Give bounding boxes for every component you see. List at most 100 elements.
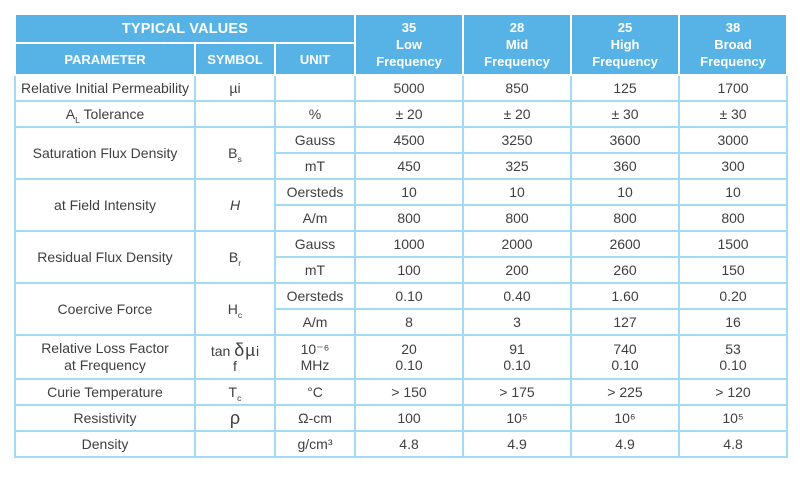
value-cell: ± 30 [678, 100, 789, 129]
value-cell: 3250 [462, 126, 573, 155]
value-cell: > 175 [462, 378, 573, 407]
value-cell: ± 30 [570, 100, 681, 129]
table-row: Density g/cm³ 4.8 4.9 4.9 4.8 [14, 430, 789, 459]
value-cell: 325 [462, 152, 573, 181]
value-cell: 1500 [678, 230, 789, 259]
material-grade: 35 [401, 20, 417, 35]
value-cell: 20 0.10 [354, 334, 465, 381]
value-cell: 10⁶ [570, 404, 681, 433]
unit-cell: mT [273, 256, 357, 285]
material-range: Broad [714, 37, 752, 53]
value-cell: 4.8 [678, 430, 789, 459]
value-cell: 10⁵ [462, 404, 573, 433]
param-cell: Curie Temperature [14, 378, 196, 407]
value-cell: 10 [570, 178, 681, 207]
param-cell: Relative Loss Factor at Frequency [14, 334, 196, 381]
material-range: Low [396, 37, 423, 53]
value-cell: 200 [462, 256, 573, 285]
material-header-35: 35 Low Frequency [354, 12, 465, 77]
material-grade: 38 [725, 20, 741, 35]
symbol-cell: ρ [194, 404, 276, 433]
param-cell: Coercive Force [14, 282, 196, 337]
value-cell: 150 [678, 256, 789, 285]
table-row: mT 450 325 360 300 [15, 152, 789, 181]
value-cell: 10 [354, 178, 465, 207]
unit-cell: Gauss [273, 126, 357, 155]
value-cell: 800 [570, 204, 681, 233]
symbol-cell: H [194, 178, 276, 233]
unit-cell [273, 74, 357, 103]
value-cell: 800 [678, 204, 789, 233]
material-word: Frequency [592, 54, 658, 70]
param-cell: at Field Intensity [14, 178, 196, 233]
symbol-cell: Hc [194, 282, 276, 337]
value-cell: 5000 [354, 74, 465, 103]
unit-cell: 10⁻⁶ MHz [273, 334, 357, 381]
param-cell: AL Tolerance [14, 100, 196, 129]
material-word: Frequency [484, 54, 550, 70]
table-row: Resistivity ρ Ω-cm 100 10⁵ 10⁶ 10⁵ [14, 404, 789, 433]
value-cell: 300 [678, 152, 789, 181]
material-range: Mid [505, 37, 529, 53]
value-cell: ± 20 [354, 100, 465, 129]
value-cell: 800 [462, 204, 573, 233]
unit-cell: % [273, 100, 357, 129]
value-cell: 2600 [570, 230, 681, 259]
material-word: Frequency [700, 54, 766, 70]
unit-cell: Oersteds [273, 178, 357, 207]
value-cell: 1700 [678, 74, 789, 103]
value-cell: 1000 [354, 230, 465, 259]
table-row: mT 100 200 260 150 [15, 256, 789, 285]
table-row: Relative Loss Factor at Frequency tan δµ… [14, 334, 789, 381]
material-header-25: 25 High Frequency [570, 12, 681, 77]
value-cell: 850 [462, 74, 573, 103]
material-word: Frequency [376, 54, 442, 70]
material-grade: 25 [617, 20, 633, 35]
value-cell: > 225 [570, 378, 681, 407]
value-cell: 260 [570, 256, 681, 285]
param-cell: Relative Initial Permeability [14, 74, 196, 103]
col-header-symbol: SYMBOL [194, 42, 276, 77]
symbol-cell: Bs [194, 126, 276, 181]
unit-cell: Gauss [273, 230, 357, 259]
table-row: Curie Temperature Tc °C > 150 > 175 > 22… [14, 378, 789, 407]
unit-cell: g/cm³ [273, 430, 357, 459]
value-cell: > 120 [678, 378, 789, 407]
value-cell: 0.20 [678, 282, 789, 311]
material-grade: 28 [509, 20, 525, 35]
param-cell: Saturation Flux Density [14, 126, 196, 181]
col-header-parameter: PARAMETER [14, 42, 196, 77]
value-cell: 91 0.10 [462, 334, 573, 381]
value-cell: ± 20 [462, 100, 573, 129]
table-row: AL Tolerance % ± 20 ± 20 ± 30 ± 30 [14, 100, 789, 129]
value-cell: 125 [570, 74, 681, 103]
param-cell: Resistivity [14, 404, 196, 433]
value-cell: 16 [678, 308, 789, 337]
col-header-unit: UNIT [273, 42, 357, 77]
table-row: A/m 8 3 127 16 [15, 308, 789, 337]
value-cell: 3000 [678, 126, 789, 155]
value-cell: 0.40 [462, 282, 573, 311]
symbol-cell: µi [194, 74, 276, 103]
value-cell: 800 [354, 204, 465, 233]
unit-cell: A/m [273, 204, 357, 233]
value-cell: 3600 [570, 126, 681, 155]
value-cell: 10 [678, 178, 789, 207]
value-cell: 3 [462, 308, 573, 337]
value-cell: 53 0.10 [678, 334, 789, 381]
material-header-28: 28 Mid Frequency [462, 12, 573, 77]
param-cell: Density [14, 430, 196, 459]
symbol-cell: tan δµi f [194, 334, 276, 381]
table-row: A/m 800 800 800 800 [15, 204, 789, 233]
unit-cell: °C [273, 378, 357, 407]
unit-cell: Ω-cm [273, 404, 357, 433]
material-range: High [610, 37, 640, 53]
table-row: Residual Flux Density Br Gauss 1000 2000… [14, 230, 789, 285]
value-cell: 10⁵ [678, 404, 789, 433]
table-row: Coercive Force Hc Oersteds 0.10 0.40 1.6… [14, 282, 789, 337]
symbol-cell [194, 100, 276, 129]
unit-cell: Oersteds [273, 282, 357, 311]
value-cell: 127 [570, 308, 681, 337]
symbol-cell [194, 430, 276, 459]
